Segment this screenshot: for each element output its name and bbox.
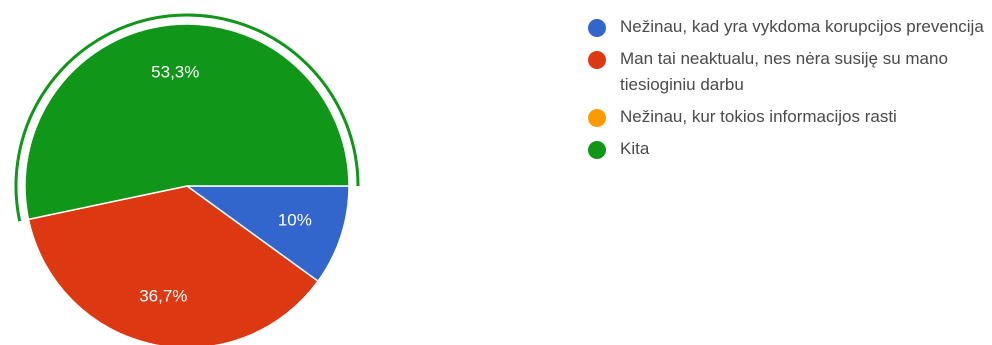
pie-slice-kita[interactable]: [24, 23, 350, 221]
pie-slice-nezinau-kad-yra-vykdoma-korupcijos-prevencija[interactable]: [184, 185, 350, 283]
pie-slice-man-tai-neaktualu-nes-nera-susije-su-mano-tiesioginiu-darbu[interactable]: [27, 185, 320, 345]
legend-label: Kita: [620, 139, 650, 158]
legend-item-kita[interactable]: Kita: [588, 136, 988, 162]
pie-chart: 10% 36,7% 53,3%: [14, 13, 360, 345]
legend-dot-icon: [588, 19, 606, 37]
legend-item-nezinau-kad-yra-vykdoma-korupcijos-prevencija[interactable]: Nežinau, kad yra vykdoma korupcijos prev…: [588, 14, 988, 40]
slice-value-label: 53,3%: [151, 63, 199, 82]
legend-item-man-tai-neaktualu-nes-nera-susije-su-mano-tiesioginiu-darbu[interactable]: Man tai neaktualu, nes nėra susiję su ma…: [588, 46, 988, 98]
legend-dot-icon: [588, 51, 606, 69]
legend-label: Nežinau, kur tokios informacijos rasti: [620, 107, 897, 126]
legend-label: Man tai neaktualu, nes nėra susiję su ma…: [620, 49, 948, 94]
legend-item-nezinau-kur-tokios-informacijos-rasti[interactable]: Nežinau, kur tokios informacijos rasti: [588, 104, 988, 130]
slice-value-label: 36,7%: [139, 286, 187, 305]
slice-value-label: 10%: [278, 211, 312, 230]
legend: Nežinau, kad yra vykdoma korupcijos prev…: [588, 14, 988, 168]
legend-dot-icon: [588, 141, 606, 159]
highlight-arc: [14, 13, 360, 222]
legend-dot-icon: [588, 109, 606, 127]
legend-label: Nežinau, kad yra vykdoma korupcijos prev…: [620, 17, 984, 36]
